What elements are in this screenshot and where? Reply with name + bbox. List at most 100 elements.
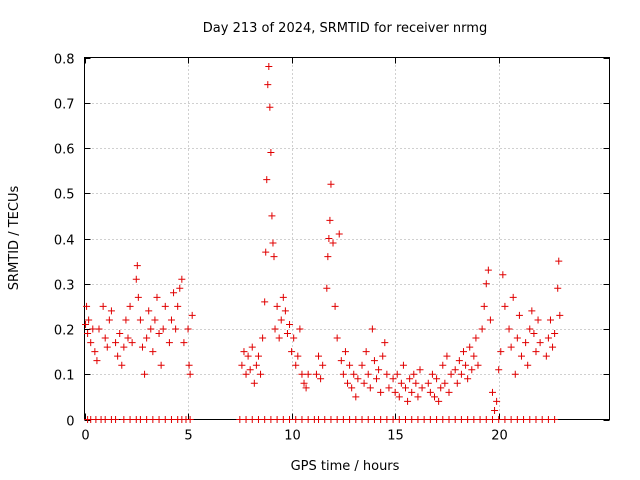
data-point bbox=[383, 416, 391, 423]
x-tick-label: 15 bbox=[387, 429, 404, 444]
data-point bbox=[279, 293, 287, 301]
data-point bbox=[457, 370, 465, 378]
data-point bbox=[418, 384, 426, 392]
data-point bbox=[95, 325, 103, 333]
data-point bbox=[488, 416, 496, 423]
data-point bbox=[261, 298, 269, 306]
data-point bbox=[155, 330, 163, 338]
data-point bbox=[315, 352, 323, 360]
data-point bbox=[373, 375, 381, 383]
data-point bbox=[267, 416, 275, 423]
x-axis-label: GPS time / hours bbox=[291, 459, 400, 474]
data-point bbox=[526, 325, 534, 333]
data-point bbox=[416, 366, 424, 374]
data-point bbox=[286, 320, 294, 328]
data-point bbox=[138, 343, 146, 351]
y-tick-label: 0.6 bbox=[54, 143, 75, 158]
data-point bbox=[501, 416, 509, 423]
data-point bbox=[443, 352, 451, 360]
data-point bbox=[470, 416, 478, 423]
data-point bbox=[495, 416, 503, 423]
data-point bbox=[178, 275, 186, 283]
data-point bbox=[279, 416, 287, 423]
data-point bbox=[124, 334, 132, 342]
data-point bbox=[185, 361, 193, 369]
data-point bbox=[410, 370, 418, 378]
data-point bbox=[476, 416, 484, 423]
data-point bbox=[495, 366, 503, 374]
data-point bbox=[261, 416, 269, 423]
data-point bbox=[474, 361, 482, 369]
data-point bbox=[459, 348, 467, 356]
data-point bbox=[451, 416, 459, 423]
y-tick-label: 0.1 bbox=[54, 369, 75, 384]
data-point bbox=[298, 416, 306, 423]
data-point bbox=[326, 216, 334, 224]
data-point bbox=[542, 352, 550, 360]
data-point bbox=[335, 230, 343, 238]
data-point bbox=[85, 316, 93, 324]
data-point bbox=[188, 311, 196, 319]
data-point bbox=[445, 388, 453, 396]
data-point bbox=[486, 316, 494, 324]
data-point bbox=[292, 361, 300, 369]
y-tick-label: 0.5 bbox=[54, 188, 75, 203]
data-point bbox=[507, 343, 515, 351]
data-point bbox=[149, 416, 157, 423]
data-point bbox=[262, 248, 270, 256]
data-point bbox=[302, 384, 310, 392]
data-point bbox=[484, 266, 492, 274]
data-point bbox=[147, 325, 155, 333]
data-point bbox=[321, 416, 329, 423]
data-point bbox=[167, 416, 175, 423]
data-point bbox=[327, 180, 335, 188]
data-point bbox=[298, 370, 306, 378]
data-point bbox=[242, 370, 250, 378]
data-point bbox=[424, 379, 432, 387]
data-point bbox=[362, 348, 370, 356]
data-point bbox=[402, 416, 410, 423]
data-point bbox=[381, 339, 389, 347]
data-point bbox=[385, 384, 393, 392]
data-point bbox=[246, 366, 254, 374]
data-point bbox=[277, 316, 285, 324]
data-point bbox=[511, 370, 519, 378]
data-point bbox=[556, 311, 564, 319]
data-point bbox=[464, 375, 472, 383]
data-point bbox=[240, 348, 248, 356]
data-point bbox=[145, 307, 153, 315]
data-point bbox=[89, 325, 97, 333]
data-point bbox=[420, 416, 428, 423]
data-point bbox=[312, 370, 320, 378]
data-point bbox=[497, 348, 505, 356]
chart-title: Day 213 of 2024, SRMTID for receiver nrm… bbox=[203, 21, 487, 36]
data-point bbox=[375, 366, 383, 374]
data-point bbox=[300, 379, 308, 387]
data-point bbox=[325, 235, 333, 242]
data-point bbox=[116, 330, 124, 338]
data-point bbox=[505, 325, 513, 333]
data-point bbox=[480, 302, 488, 310]
data-point bbox=[317, 375, 325, 383]
data-point bbox=[551, 330, 559, 338]
data-point bbox=[254, 416, 262, 423]
data-point bbox=[133, 262, 141, 270]
data-point bbox=[176, 284, 184, 292]
data-point bbox=[263, 176, 271, 184]
y-axis-label: SRMTID / TECUs bbox=[7, 186, 22, 291]
x-tick-label: 5 bbox=[184, 429, 192, 444]
data-point bbox=[91, 348, 99, 356]
data-point bbox=[451, 366, 459, 374]
data-point bbox=[83, 302, 91, 310]
data-point bbox=[315, 416, 323, 423]
data-point bbox=[507, 416, 515, 423]
data-point bbox=[323, 284, 331, 292]
data-point bbox=[118, 361, 126, 369]
data-point bbox=[447, 370, 455, 378]
data-point bbox=[105, 316, 113, 324]
data-point bbox=[333, 334, 341, 342]
data-point bbox=[493, 397, 501, 405]
data-point bbox=[327, 416, 335, 423]
y-tick-label: 0.3 bbox=[54, 279, 75, 294]
data-point bbox=[482, 280, 490, 288]
